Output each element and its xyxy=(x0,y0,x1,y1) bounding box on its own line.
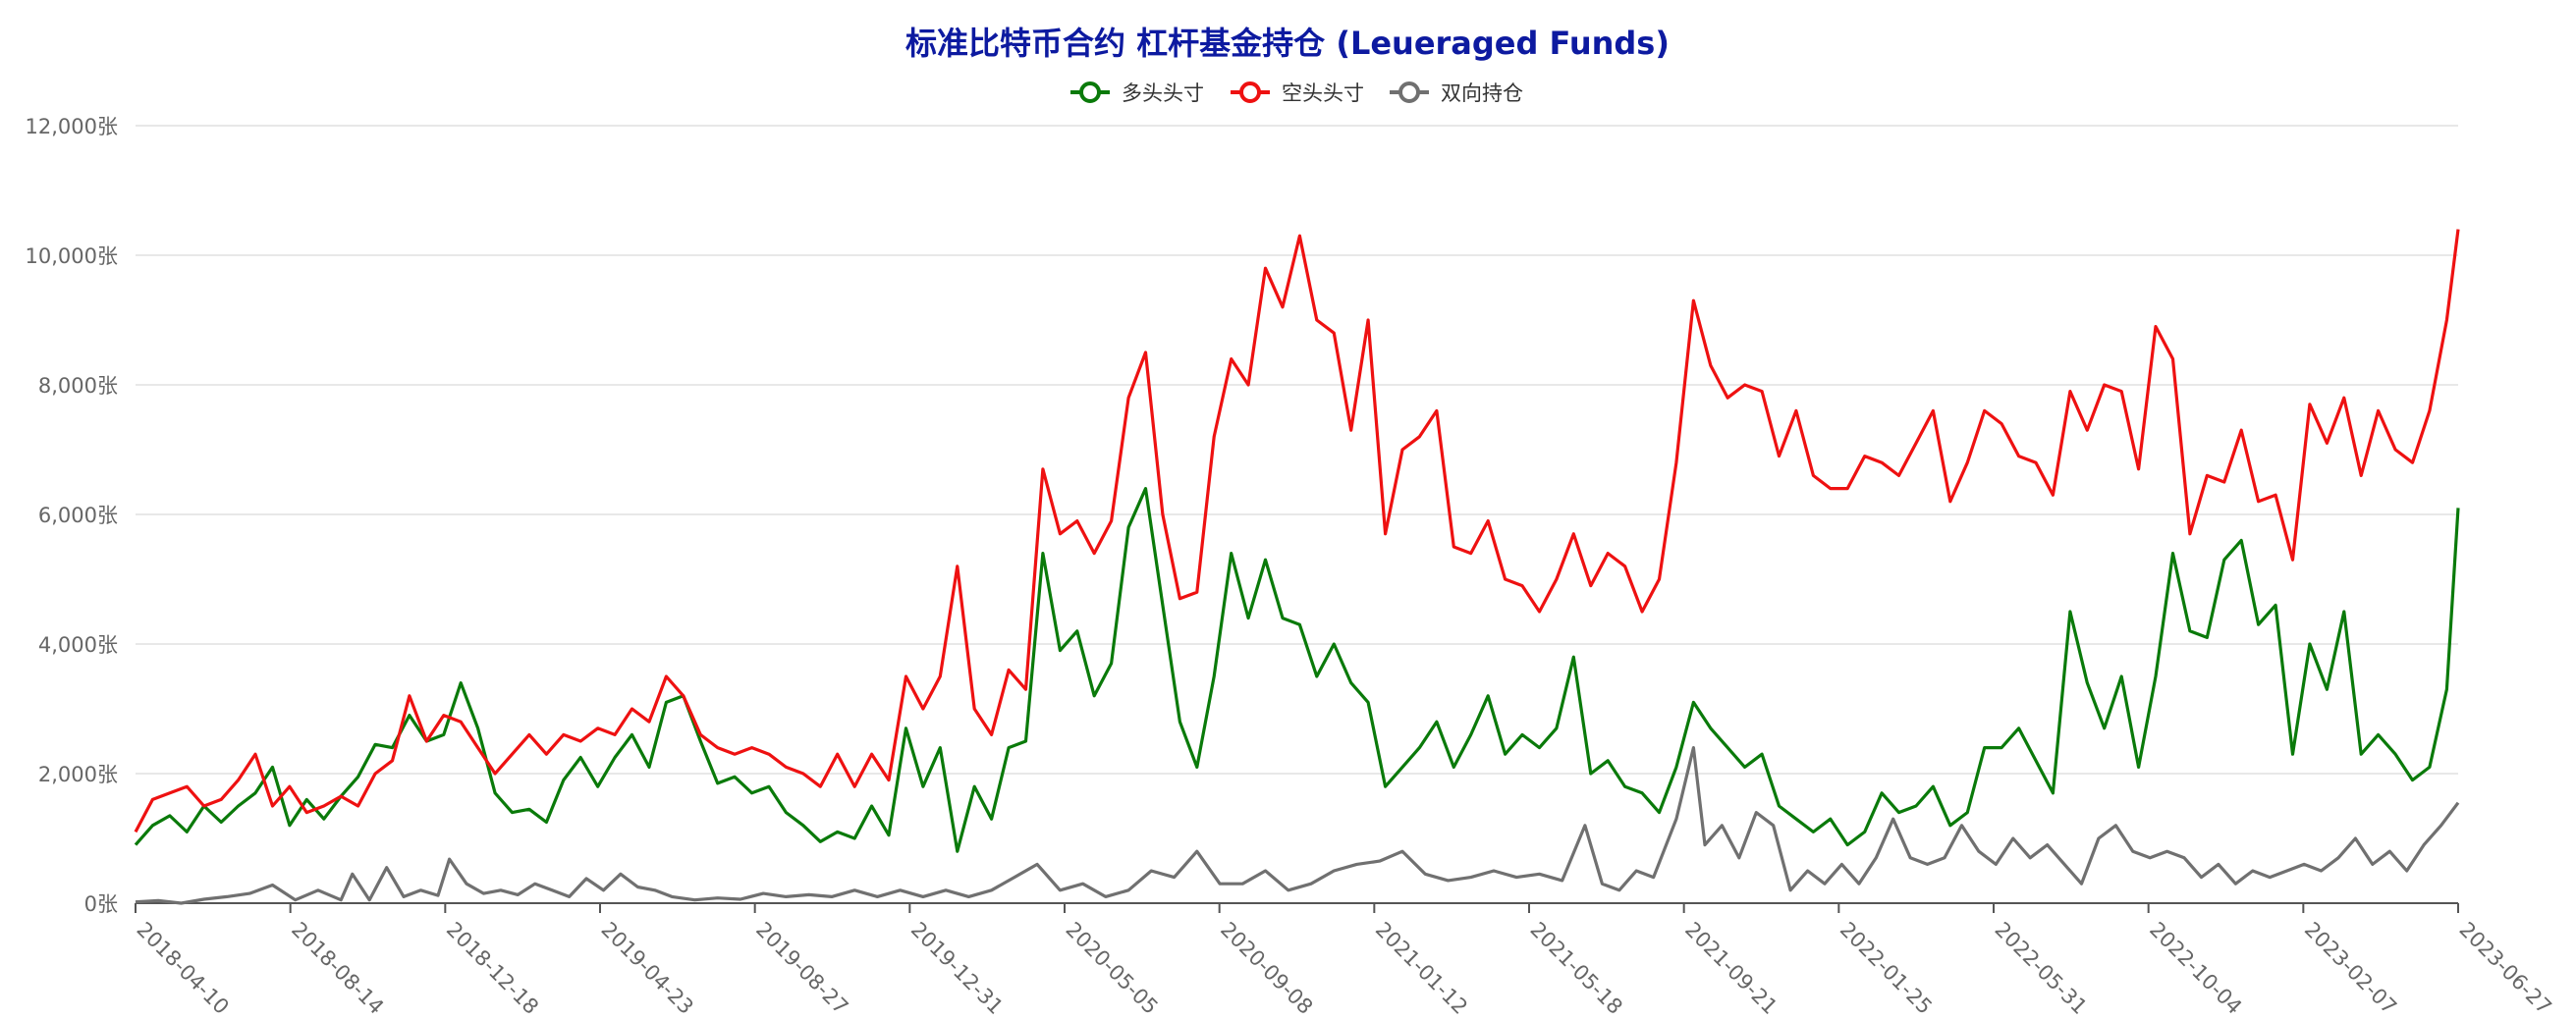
x-tick-label: 2021-09-21 xyxy=(1680,918,1781,1019)
legend-item-short[interactable]: 空头头寸 xyxy=(1231,81,1364,105)
x-tick-label: 2021-01-12 xyxy=(1371,918,1472,1019)
x-tick-label: 2020-05-05 xyxy=(1061,918,1162,1019)
x-tick-label: 2019-08-27 xyxy=(751,918,852,1019)
legend-marker-short xyxy=(1239,81,1261,103)
x-tick-label: 2023-06-27 xyxy=(2454,918,2555,1019)
y-tick-label: 2,000张 xyxy=(38,763,118,786)
y-tick-label: 10,000张 xyxy=(26,244,118,268)
x-tick-label: 2019-12-31 xyxy=(906,918,1008,1019)
x-tick-label: 2018-12-18 xyxy=(442,918,543,1019)
legend-marker-long xyxy=(1079,81,1101,103)
x-tick-label: 2018-08-14 xyxy=(287,918,388,1019)
y-tick-label: 12,000张 xyxy=(26,115,118,138)
legend-label-short: 空头头寸 xyxy=(1282,81,1364,105)
x-tick-label: 2022-10-04 xyxy=(2145,918,2246,1019)
grid-lines xyxy=(136,125,2458,775)
y-tick-label: 8,000张 xyxy=(38,374,118,398)
y-tick-label: 0张 xyxy=(84,892,118,916)
x-tick-label: 2022-01-25 xyxy=(1836,918,1937,1019)
x-axis: 2018-04-10 2018-08-14 2018-12-18 2019-04-23… xyxy=(132,902,2556,1019)
legend-label-spread: 双向持仓 xyxy=(1441,81,1523,105)
series-line-short xyxy=(134,229,2460,833)
plot-area xyxy=(134,229,2460,905)
x-tick-label: 2019-04-23 xyxy=(596,918,697,1019)
chart-title: 标准比特币合约 杠杆基金持仓 (Leueraged Funds) xyxy=(905,25,1670,62)
x-tick-label: 2021-05-18 xyxy=(1525,918,1626,1019)
x-tick-label: 2018-04-10 xyxy=(132,918,233,1019)
legend-item-spread[interactable]: 双向持仓 xyxy=(1390,81,1523,105)
legend-item-long[interactable]: 多头头寸 xyxy=(1070,81,1204,105)
x-tick-label: 2020-09-08 xyxy=(1216,918,1317,1019)
x-tick-label: 2023-02-07 xyxy=(2300,918,2401,1019)
x-tick-label: 2022-05-31 xyxy=(1990,918,2091,1019)
y-tick-label: 4,000张 xyxy=(38,633,118,657)
y-tick-label: 6,000张 xyxy=(38,504,118,527)
y-axis-ticks: 0张 2,000张 4,000张 6,000张 8,000张 10,000张 12,000张 xyxy=(26,115,118,916)
legend-marker-spread xyxy=(1398,81,1420,103)
series-line-long xyxy=(134,487,2460,853)
legend-label-long: 多头头寸 xyxy=(1122,81,1204,105)
series-line-spread xyxy=(135,745,2460,905)
chart-legend[interactable]: 多头头寸 空头头寸 双向持仓 xyxy=(1070,81,1523,105)
